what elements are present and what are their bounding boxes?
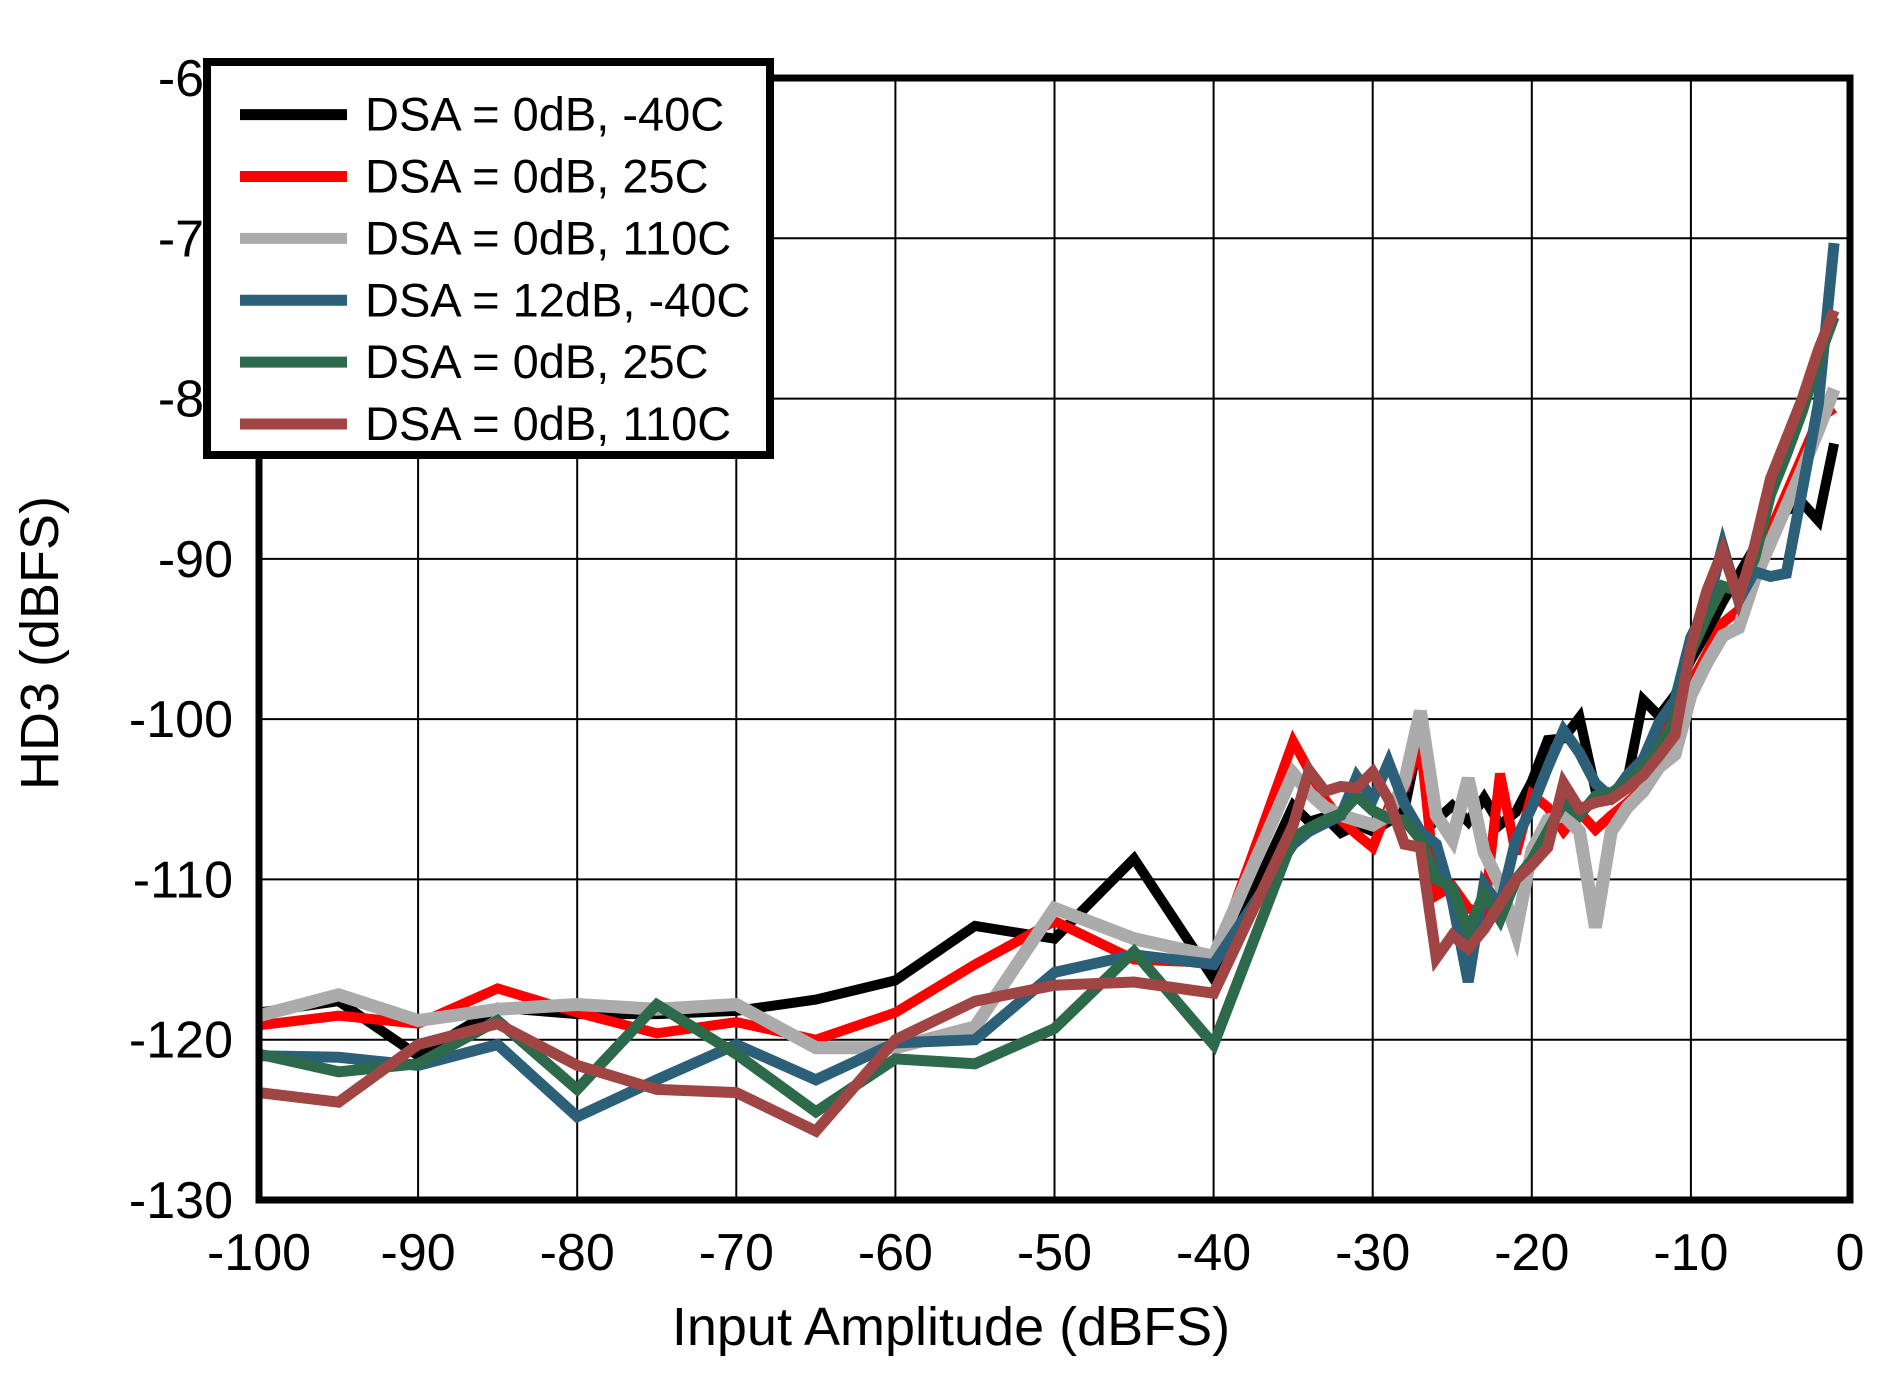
x-tick-label: -70 [699,1224,774,1282]
x-tick-label: 0 [1836,1224,1865,1282]
y-tick-label: -120 [129,1012,233,1070]
series-line-4 [259,314,1840,1119]
x-tick-label: -10 [1653,1224,1728,1282]
series-line-5 [259,308,1840,1138]
y-tick-label: -100 [129,691,233,749]
x-tick-label: -90 [381,1224,456,1282]
y-tick-label: -110 [133,851,233,909]
x-tick-label: -100 [207,1224,311,1282]
x-tick-label: -80 [540,1224,615,1282]
y-tick-label: -130 [129,1172,233,1230]
legend-label-4: DSA = 0dB, 25C [365,335,709,388]
legend-label-3: DSA = 12dB, -40C [365,273,750,326]
x-axis-title: Input Amplitude (dBFS) [671,1297,1231,1357]
x-tick-label: -50 [1017,1224,1092,1282]
y-axis-title: HD3 (dBFS) [10,495,70,791]
legend-label-2: DSA = 0dB, 110C [365,211,731,264]
legend-box [203,58,774,459]
x-tick-label: -30 [1335,1224,1410,1282]
x-tick-label: -60 [858,1224,933,1282]
plot-border [255,74,1854,1204]
legend-label-1: DSA = 0dB, 25C [365,149,709,202]
x-tick-label: -20 [1494,1224,1569,1282]
x-tick-label: -40 [1176,1224,1251,1282]
legend-label-0: DSA = 0dB, -40C [365,88,724,141]
legend-label-5: DSA = 0dB, 110C [365,397,731,450]
y-tick-label: -90 [158,531,233,589]
